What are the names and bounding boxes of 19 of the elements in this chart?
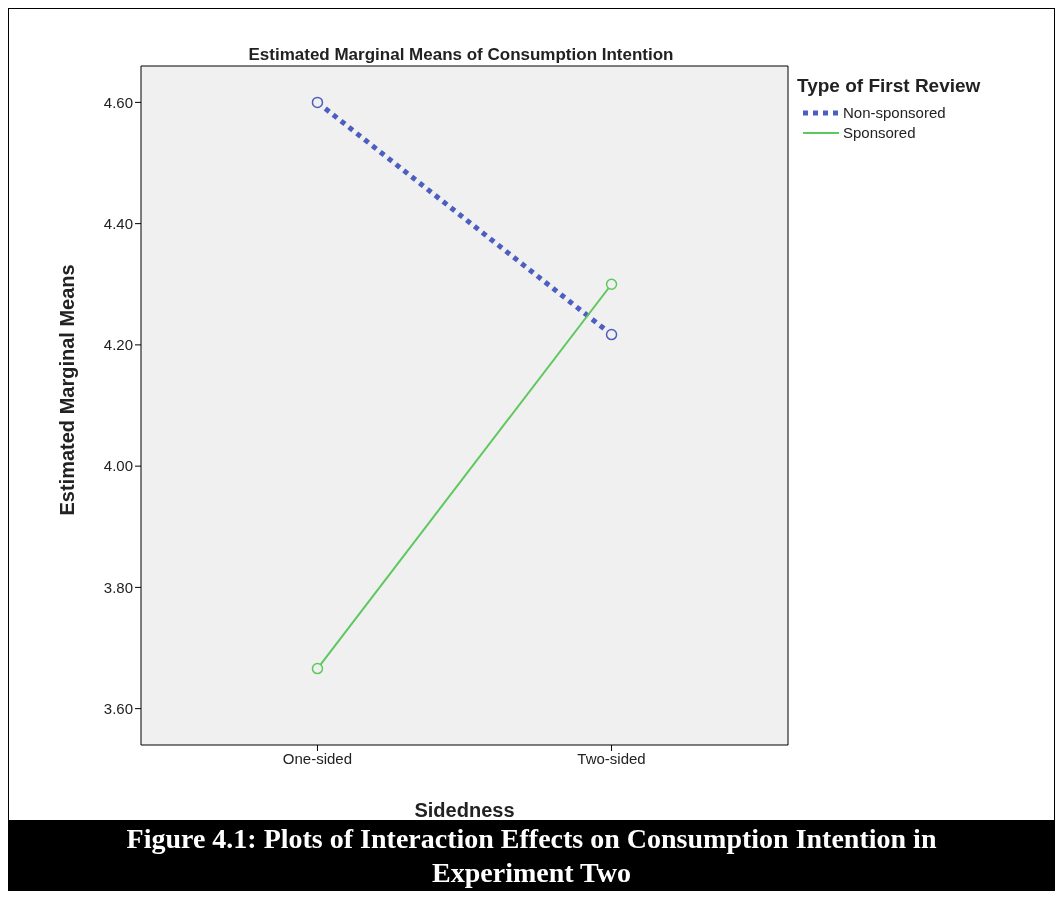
chart-title: Estimated Marginal Means of Consumption Intention bbox=[247, 45, 675, 65]
y-tick-label: 4.40 bbox=[103, 214, 133, 232]
legend-label: Sponsored bbox=[843, 123, 916, 143]
point bbox=[605, 328, 618, 341]
point bbox=[311, 96, 324, 109]
x-axis-title: Sidedness bbox=[414, 799, 515, 821]
y-axis-title: Estimated Marginal Means bbox=[56, 264, 79, 516]
x-tick-label: Two-sided bbox=[577, 749, 646, 767]
caption: Figure 4.1: Plots of Interaction Effects on Consumption Intention in Experiment Two bbox=[125, 822, 938, 890]
point bbox=[605, 278, 618, 290]
y-tick-label: 3.80 bbox=[103, 578, 133, 596]
x-tick-label: One-sided bbox=[282, 749, 353, 767]
point bbox=[311, 662, 324, 675]
legend-label: Non-sponsored bbox=[843, 103, 946, 123]
y-tick-label: 4.60 bbox=[103, 93, 133, 111]
y-tick-label: 4.20 bbox=[103, 336, 133, 354]
y-tick-label: 4.00 bbox=[103, 457, 133, 475]
legend-title: Type of First Review bbox=[797, 75, 982, 97]
y-tick-label: 3.60 bbox=[103, 699, 133, 717]
